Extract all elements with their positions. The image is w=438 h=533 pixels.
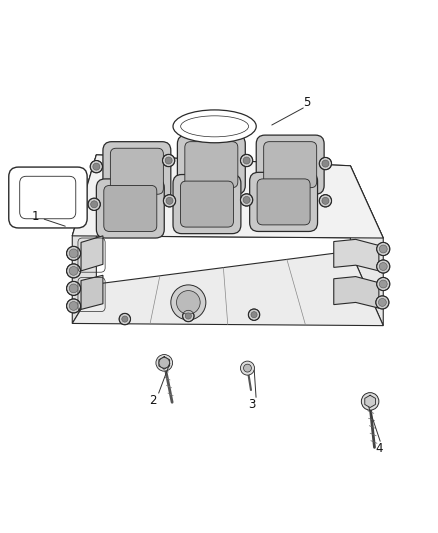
- Circle shape: [379, 263, 387, 270]
- Ellipse shape: [173, 110, 256, 143]
- Polygon shape: [72, 155, 383, 238]
- Circle shape: [377, 243, 390, 255]
- Circle shape: [244, 364, 251, 372]
- Circle shape: [171, 285, 206, 320]
- Circle shape: [243, 157, 250, 164]
- Circle shape: [177, 290, 200, 314]
- Circle shape: [91, 201, 98, 208]
- Circle shape: [322, 197, 329, 204]
- FancyBboxPatch shape: [173, 174, 241, 233]
- Polygon shape: [334, 239, 379, 271]
- FancyBboxPatch shape: [264, 142, 317, 188]
- Circle shape: [240, 361, 254, 375]
- Circle shape: [240, 194, 253, 206]
- Polygon shape: [81, 236, 103, 271]
- Circle shape: [88, 198, 100, 211]
- Circle shape: [162, 155, 175, 167]
- FancyBboxPatch shape: [180, 181, 233, 227]
- FancyBboxPatch shape: [110, 148, 163, 194]
- FancyBboxPatch shape: [250, 172, 318, 231]
- Text: 2: 2: [149, 393, 157, 407]
- Circle shape: [379, 280, 387, 288]
- Circle shape: [69, 249, 78, 258]
- Circle shape: [90, 160, 102, 173]
- FancyBboxPatch shape: [257, 179, 310, 225]
- Circle shape: [159, 358, 170, 368]
- Circle shape: [69, 266, 78, 275]
- Polygon shape: [72, 155, 383, 238]
- Polygon shape: [159, 357, 170, 369]
- FancyBboxPatch shape: [96, 179, 164, 238]
- Polygon shape: [334, 277, 379, 308]
- Circle shape: [243, 197, 250, 204]
- Circle shape: [376, 296, 389, 309]
- Polygon shape: [72, 251, 383, 326]
- Polygon shape: [365, 395, 375, 408]
- Circle shape: [122, 316, 128, 322]
- Polygon shape: [72, 155, 96, 324]
- Circle shape: [377, 278, 390, 290]
- Circle shape: [185, 313, 191, 319]
- Text: 4: 4: [375, 442, 383, 455]
- Circle shape: [240, 155, 253, 167]
- Circle shape: [67, 264, 81, 278]
- FancyBboxPatch shape: [104, 185, 157, 231]
- Circle shape: [69, 284, 78, 293]
- Circle shape: [69, 302, 78, 310]
- Circle shape: [93, 163, 100, 170]
- Circle shape: [361, 393, 379, 410]
- Circle shape: [319, 157, 332, 169]
- FancyBboxPatch shape: [177, 135, 245, 194]
- Text: 3: 3: [248, 398, 255, 411]
- Circle shape: [251, 312, 257, 318]
- Circle shape: [378, 298, 386, 306]
- Circle shape: [248, 309, 260, 320]
- Circle shape: [119, 313, 131, 325]
- Polygon shape: [350, 166, 383, 326]
- FancyBboxPatch shape: [9, 167, 87, 228]
- Circle shape: [377, 260, 390, 273]
- Circle shape: [165, 157, 172, 164]
- FancyBboxPatch shape: [256, 135, 324, 194]
- FancyBboxPatch shape: [103, 142, 171, 201]
- Circle shape: [67, 246, 81, 260]
- Circle shape: [365, 396, 375, 407]
- Circle shape: [322, 160, 329, 167]
- Circle shape: [67, 299, 81, 313]
- Circle shape: [183, 310, 194, 322]
- Ellipse shape: [180, 116, 249, 137]
- Circle shape: [163, 195, 176, 207]
- Circle shape: [319, 195, 332, 207]
- FancyBboxPatch shape: [185, 142, 238, 188]
- Circle shape: [166, 197, 173, 204]
- Circle shape: [379, 245, 387, 253]
- Circle shape: [156, 354, 173, 371]
- Text: 5: 5: [303, 96, 310, 109]
- Text: 1: 1: [31, 209, 39, 223]
- Polygon shape: [81, 275, 103, 310]
- Circle shape: [67, 281, 81, 295]
